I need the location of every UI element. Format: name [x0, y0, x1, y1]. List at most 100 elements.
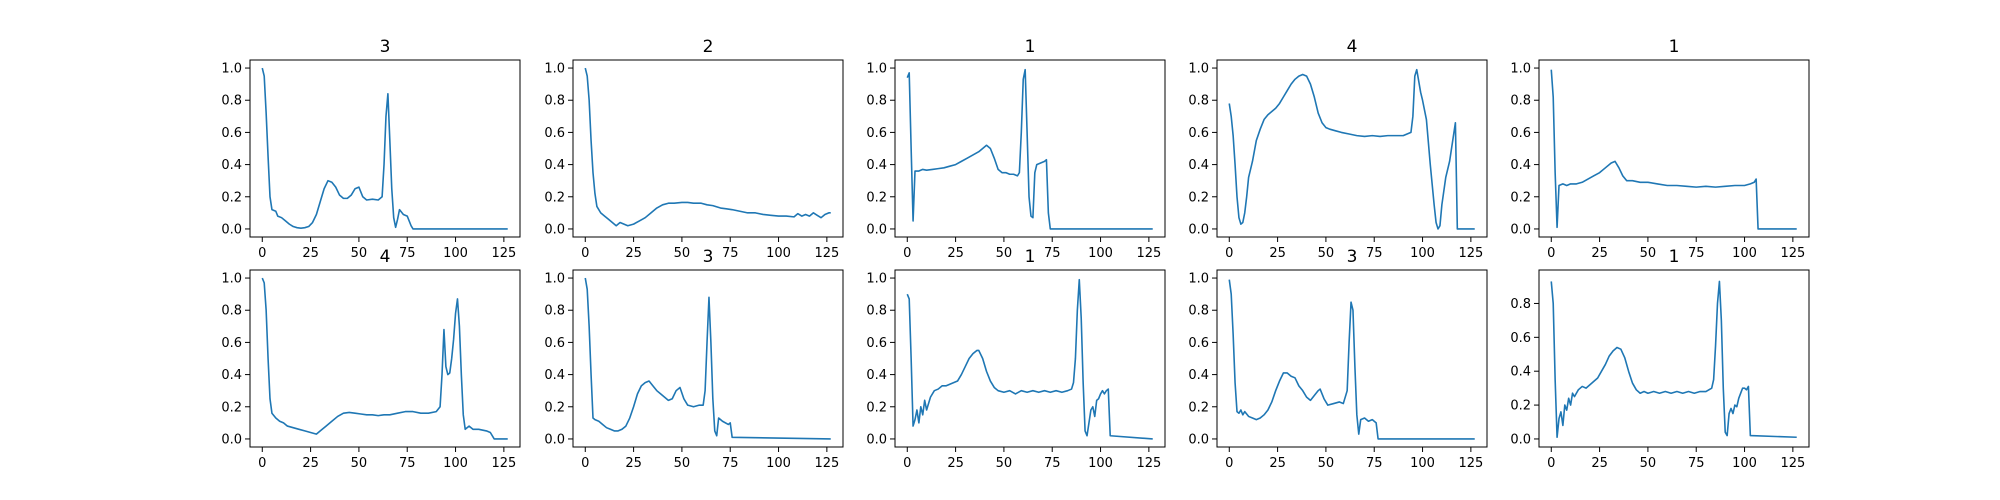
x-tick-label: 50	[1640, 456, 1657, 471]
x-tick-label: 25	[1269, 456, 1286, 471]
x-tick-label: 0	[1225, 456, 1233, 471]
y-tick-label: 0.8	[866, 94, 887, 109]
y-tick-label: 1.0	[544, 62, 565, 77]
series-line	[1550, 69, 1797, 230]
y-tick-label: 0.0	[544, 222, 565, 237]
x-tick-label: 25	[1591, 246, 1608, 261]
y-tick-label: 1.0	[866, 62, 887, 77]
y-tick-label: 0.2	[221, 400, 242, 415]
x-tick-label: 25	[1591, 456, 1608, 471]
y-tick-label: 1.0	[544, 272, 565, 287]
subplot-title: 1	[1669, 247, 1680, 267]
y-tick-label: 0.0	[221, 432, 242, 447]
subplot-3: 1 0 25 50 75 100 125 0.0 0.2 0.4 0.6 0.8 1.0	[866, 37, 1166, 261]
x-tick-label: 100	[1088, 246, 1113, 261]
y-tick-label: 0.0	[866, 222, 887, 237]
x-tick-label: 0	[258, 456, 266, 471]
series-line	[261, 67, 508, 230]
y-tick-label: 0.2	[1510, 190, 1531, 205]
y-tick-label: 0.4	[1188, 158, 1209, 173]
subplot-title: 3	[703, 247, 714, 267]
series-line	[1228, 279, 1475, 440]
y-tick-label: 0.8	[221, 94, 242, 109]
subplot-8: 1 0 25 50 75 100 125 0.0 0.2 0.4 0.6 0.8 1.0	[866, 247, 1166, 471]
y-tick-label: 0.6	[544, 126, 565, 141]
x-tick-label: 50	[996, 246, 1013, 261]
axes-frame	[1216, 269, 1488, 448]
y-tick-label: 0.4	[866, 368, 887, 383]
axes-frame	[249, 59, 521, 238]
x-tick-label: 75	[1044, 246, 1061, 261]
y-tick-label: 1.0	[1188, 272, 1209, 287]
x-tick-label: 0	[903, 456, 911, 471]
x-tick-label: 25	[302, 456, 319, 471]
x-tick-label: 0	[1225, 246, 1233, 261]
x-tick-label: 50	[674, 246, 691, 261]
x-tick-label: 125	[1458, 246, 1483, 261]
y-tick-label: 0.4	[866, 158, 887, 173]
y-tick-label: 0.2	[866, 400, 887, 415]
y-tick-label: 0.8	[544, 94, 565, 109]
series-line	[261, 277, 508, 440]
y-tick-label: 0.2	[1510, 399, 1531, 414]
subplot-title: 1	[1669, 37, 1680, 57]
y-tick-label: 0.2	[1188, 400, 1209, 415]
y-tick-label: 0.2	[544, 190, 565, 205]
axes-frame	[572, 269, 844, 448]
x-tick-label: 100	[766, 246, 791, 261]
x-tick-label: 25	[302, 246, 319, 261]
y-tick-label: 1.0	[1510, 62, 1531, 77]
subplot-7: 3 0 25 50 75 100 125 0.0 0.2 0.4 0.6 0.8 1.0	[544, 247, 844, 471]
y-tick-label: 0.0	[544, 432, 565, 447]
y-tick-label: 0.0	[221, 222, 242, 237]
axes-frame	[894, 269, 1166, 448]
y-tick-label: 1.0	[221, 62, 242, 77]
x-tick-label: 0	[581, 456, 589, 471]
y-tick-label: 0.6	[866, 336, 887, 351]
subplot-10: 1 0 25 50 75 100 125 0.0 0.2 0.4 0.6 0.8	[1510, 247, 1810, 471]
subplot-title: 4	[1347, 37, 1358, 57]
y-tick-label: 0.6	[866, 126, 887, 141]
x-tick-label: 0	[903, 246, 911, 261]
x-tick-label: 75	[1044, 456, 1061, 471]
x-tick-label: 50	[996, 456, 1013, 471]
y-tick-label: 0.4	[221, 158, 242, 173]
subplot-4: 4 0 25 50 75 100 125 0.0 0.2 0.4 0.6 0.8 1.0	[1188, 37, 1488, 261]
subplot-9: 3 0 25 50 75 100 125 0.0 0.2 0.4 0.6 0.8 1.0	[1188, 247, 1488, 471]
y-tick-label: 0.2	[1188, 190, 1209, 205]
x-tick-label: 25	[1269, 246, 1286, 261]
axes-frame	[1538, 59, 1810, 238]
x-tick-label: 50	[351, 456, 368, 471]
axes-frame	[1538, 269, 1810, 448]
subplot-6: 4 0 25 50 75 100 125 0.0 0.2 0.4 0.6 0.8 1.0	[221, 247, 521, 471]
y-tick-label: 0.6	[544, 336, 565, 351]
subplot-title: 4	[380, 247, 391, 267]
y-tick-label: 0.8	[221, 304, 242, 319]
y-tick-label: 0.0	[866, 432, 887, 447]
x-tick-label: 125	[814, 246, 839, 261]
y-tick-label: 0.4	[1188, 368, 1209, 383]
y-tick-label: 1.0	[221, 272, 242, 287]
y-tick-label: 0.8	[1510, 94, 1531, 109]
series-line	[1228, 68, 1475, 230]
x-tick-label: 50	[674, 456, 691, 471]
x-tick-label: 100	[1732, 246, 1757, 261]
x-tick-label: 0	[581, 246, 589, 261]
series-line	[584, 277, 831, 440]
y-tick-label: 0.6	[221, 336, 242, 351]
x-tick-label: 75	[1366, 246, 1383, 261]
x-tick-label: 125	[1136, 246, 1161, 261]
y-tick-label: 0.8	[1188, 94, 1209, 109]
y-tick-label: 0.4	[221, 368, 242, 383]
x-tick-label: 100	[766, 456, 791, 471]
x-tick-label: 25	[947, 456, 964, 471]
y-tick-label: 0.6	[1510, 126, 1531, 141]
x-tick-label: 0	[1547, 246, 1555, 261]
x-tick-label: 25	[625, 246, 642, 261]
y-tick-label: 0.4	[544, 368, 565, 383]
axes-frame	[572, 59, 844, 238]
x-tick-label: 125	[1780, 246, 1805, 261]
axes-frame	[249, 269, 521, 448]
x-tick-label: 50	[1640, 246, 1657, 261]
